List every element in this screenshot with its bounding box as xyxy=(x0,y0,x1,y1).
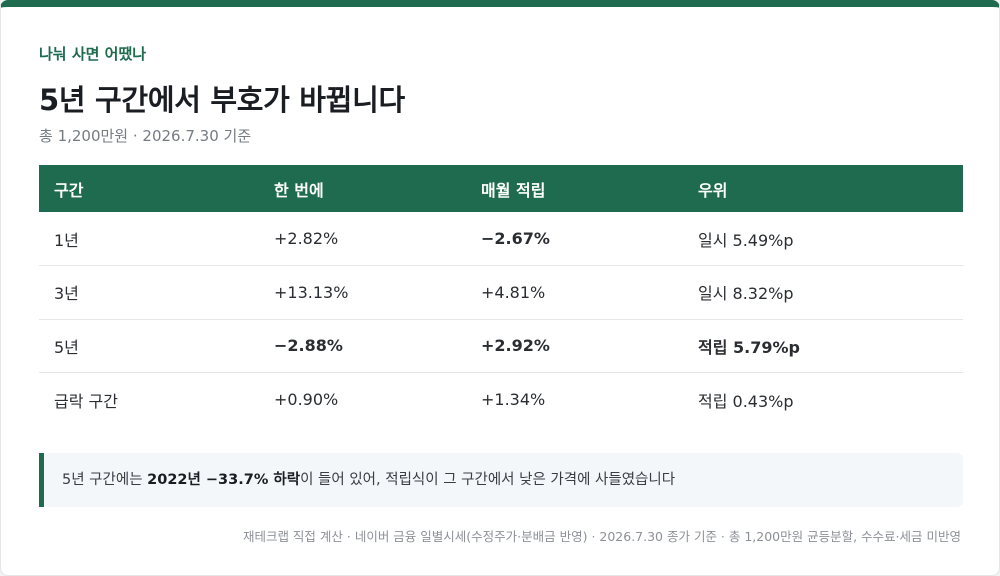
cell-period: 5년 xyxy=(39,319,259,373)
table-row: 3년 +13.13% +4.81% 일시 8.32%p xyxy=(39,265,963,320)
cell-period: 1년 xyxy=(39,212,259,266)
cell-lump-sum: −2.88% xyxy=(259,319,466,373)
note-suffix: 이 들어 있어, 적립식이 그 구간에서 낮은 가격에 사들였습니다 xyxy=(300,472,676,488)
cell-monthly: +4.81% xyxy=(466,265,683,320)
cell-period: 급락 구간 xyxy=(54,391,118,411)
column-header-advantage: 우위 xyxy=(683,165,963,212)
cell-monthly: +1.34% xyxy=(481,390,546,409)
source-footnote: 재테크랩 직접 계산 · 네이버 금융 일별시세(수정주가·분배금 반영) · … xyxy=(242,529,961,544)
kicker-label: 나눠 사면 어땠나 xyxy=(39,45,147,63)
cell-lump-sum: +13.13% xyxy=(259,265,466,320)
table-header-row: 구간 한 번에 매월 적립 우위 xyxy=(39,165,963,212)
note-prefix: 5년 구간에는 xyxy=(62,472,148,488)
cell-lump-sum: +2.82% xyxy=(259,212,466,266)
cell-lump-sum: +0.90% xyxy=(274,390,339,409)
comparison-table: 구간 한 번에 매월 적립 우위 1년 +2.82% −2.67% 일시 5.4… xyxy=(39,165,963,426)
cell-advantage: 일시 5.49%p xyxy=(683,212,963,266)
note-highlight: 2022년 −33.7% 하락 xyxy=(147,472,301,488)
callout-note: 5년 구간에는 2022년 −33.7% 하락이 들어 있어, 적립식이 그 구… xyxy=(39,453,963,507)
page-subtitle: 총 1,200만원 · 2026.7.30 기준 xyxy=(39,127,252,145)
table-row: 급락 구간 +0.90% +1.34% 적립 0.43%p xyxy=(39,373,963,427)
cell-monthly: +2.92% xyxy=(466,319,683,373)
column-header-monthly: 매월 적립 xyxy=(466,165,683,212)
page-title: 5년 구간에서 부호가 바뀝니다 xyxy=(39,83,405,117)
cell-advantage: 일시 8.32%p xyxy=(683,265,963,320)
column-header-period: 구간 xyxy=(39,165,259,212)
column-header-lump-sum: 한 번에 xyxy=(259,165,466,212)
cell-advantage: 적립 5.79%p xyxy=(683,319,963,373)
cell-advantage: 적립 0.43%p xyxy=(698,391,794,411)
cell-monthly: −2.67% xyxy=(466,212,683,266)
table-row: 1년 +2.82% −2.67% 일시 5.49%p xyxy=(39,212,963,266)
table-row: 5년 −2.88% +2.92% 적립 5.79%p xyxy=(39,319,963,373)
cell-period: 3년 xyxy=(39,265,259,320)
